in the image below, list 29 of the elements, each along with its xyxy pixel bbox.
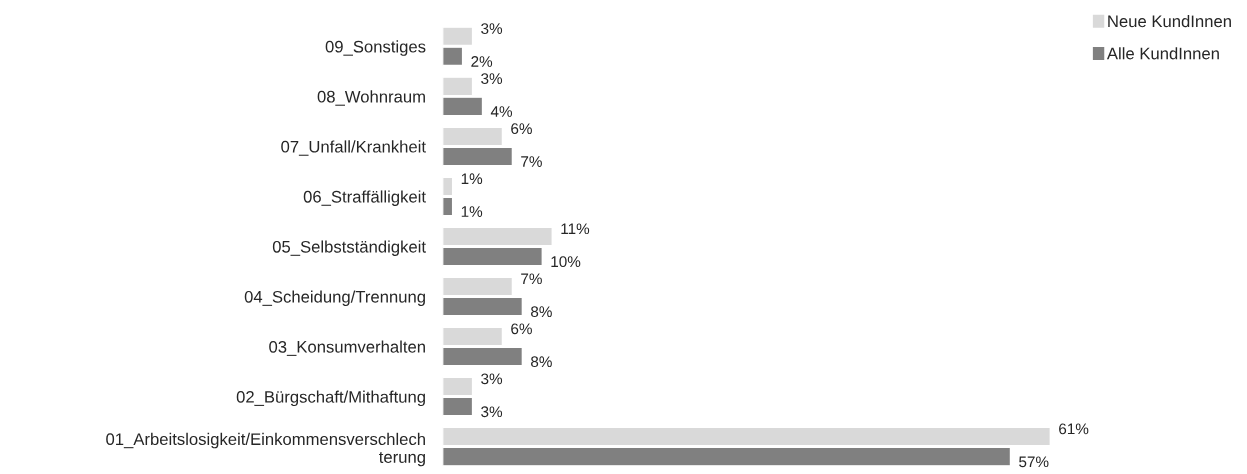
legend-label: Neue KundInnen: [1108, 15, 1231, 28]
data-label: 3%: [481, 73, 503, 85]
y-tick-label: 08_Wohnraum: [317, 90, 425, 106]
data-label: 3%: [481, 23, 503, 34]
y-tick-label: 05_Selbstständigkeit: [272, 240, 426, 256]
data-label: 3%: [481, 406, 503, 418]
legend-label: Alle KundInnen: [1106, 47, 1219, 60]
y-tick-label: 06_Straffälligkeit: [303, 190, 426, 206]
data-label: 7%: [521, 156, 542, 167]
data-label: 11%: [561, 223, 590, 235]
data-label: 2%: [471, 56, 493, 67]
y-tick-label: 09_Sonstiges: [325, 40, 426, 56]
y-tick-label: 04_Scheidung/Trennung: [244, 290, 425, 307]
data-label: 7%: [521, 273, 542, 285]
data-label: 6%: [511, 123, 532, 135]
y-tick-label: 02_Bürgschaft/Mithaftung: [236, 390, 425, 407]
y-tick-label: 07_Unfall/Krankheit: [281, 140, 426, 156]
data-label: 4%: [490, 106, 513, 117]
data-label: 8%: [531, 356, 552, 368]
y-tick-label: 01_Arbeitslosigkeit/Einkommensverschlechterung: [106, 432, 425, 467]
y-tick-label: 03_Konsumverhalten: [269, 340, 425, 356]
data-label: 57%: [1019, 456, 1049, 468]
data-label: 3%: [481, 373, 503, 385]
data-label: 1%: [461, 206, 483, 217]
data-label: 6%: [511, 323, 532, 335]
data-label: 8%: [531, 306, 552, 318]
data-label: 10%: [551, 256, 581, 268]
data-label: 1%: [461, 173, 483, 185]
data-label: 61%: [1059, 423, 1089, 435]
